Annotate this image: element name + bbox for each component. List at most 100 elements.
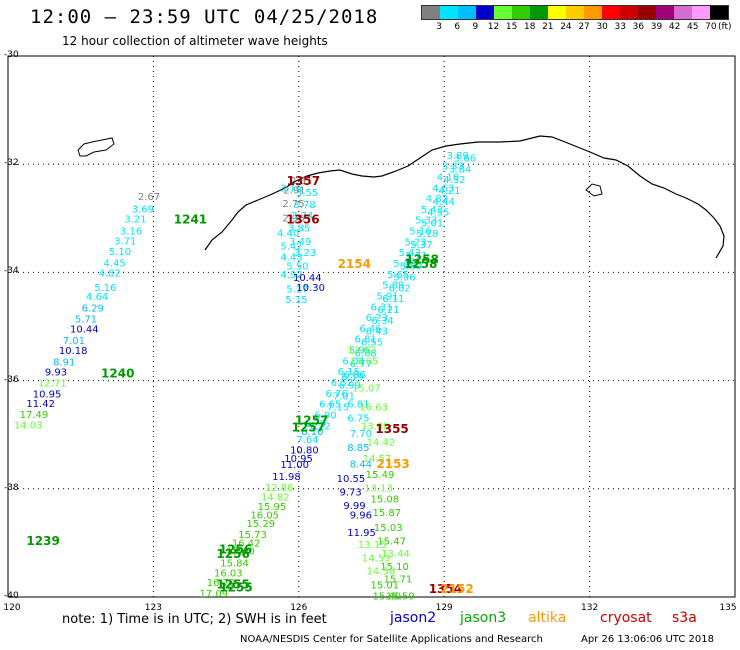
swh-value: 3.21	[124, 215, 146, 226]
swh-value: 6.31	[371, 302, 393, 313]
swh-value: 15.07	[352, 383, 381, 394]
swh-value: 15.47	[377, 537, 406, 548]
color-scale-tick: 24	[560, 22, 572, 32]
longitude-label: 132	[581, 603, 599, 613]
swh-value: 15.73	[238, 530, 267, 541]
latitude-label: -36	[4, 374, 19, 385]
swh-value: 5.42	[280, 242, 302, 253]
swh-value: 2.81	[290, 176, 312, 187]
swh-value: 10.44	[70, 324, 99, 335]
longitude-label: 120	[3, 603, 21, 613]
swh-value: 4.82	[426, 194, 448, 205]
swh-value: 6.55	[361, 337, 383, 348]
swh-value: 4.21	[438, 186, 460, 197]
swh-value: 10.95	[33, 389, 62, 400]
swh-value: 13.13	[364, 484, 393, 495]
swh-value: 4.44	[433, 197, 455, 208]
swh-value: 13.44	[381, 549, 410, 560]
swh-value: 4.43	[280, 252, 302, 263]
swh-value: 9.93	[45, 368, 67, 379]
swh-value: 2.91	[283, 185, 305, 196]
swh-value: 16.03	[214, 568, 243, 579]
color-swatch	[656, 6, 674, 19]
swh-value: 6.46	[359, 324, 381, 335]
swh-value: 8.91	[53, 357, 75, 368]
swh-value: 17.09	[199, 589, 228, 600]
longitude-label: 123	[144, 603, 162, 613]
swh-value: 14.53	[362, 553, 391, 564]
color-swatch	[584, 6, 602, 19]
swh-value: 6.52	[331, 378, 353, 389]
swh-value: 14.42	[367, 438, 396, 449]
swh-value: 6.77	[350, 359, 372, 370]
swh-value: 5.96	[393, 273, 415, 284]
swh-value: 3.66	[454, 153, 476, 164]
swh-value: 6.19	[341, 373, 363, 384]
latitude-label: -38	[4, 482, 19, 493]
longitude-label: 135	[719, 603, 737, 613]
swh-value: 9.99	[343, 501, 365, 512]
swh-value: 4.32	[443, 175, 465, 186]
swh-value: 3.16	[280, 183, 302, 194]
swh-value: 8.10	[301, 427, 323, 438]
pass-time-label: 1241	[174, 213, 207, 227]
pass-time-label: 1239	[26, 534, 59, 548]
swh-value: 5.71	[405, 251, 427, 262]
swh-value: 16.42	[232, 539, 261, 550]
swh-value: 6.81	[347, 400, 369, 411]
color-scale-tick: 3	[436, 22, 442, 32]
swh-value: 4.82	[99, 269, 121, 280]
swh-value: 6.81	[355, 335, 377, 346]
color-scale-tick: 39	[650, 22, 663, 32]
pass-time-label: 1257	[292, 420, 325, 434]
pass-time-label: 1258	[405, 253, 438, 267]
swh-value: 15.10	[380, 562, 409, 573]
legend-jason3: jason3	[460, 610, 507, 626]
australia-coastline	[204, 135, 725, 259]
swh-value: 2.67	[138, 192, 160, 203]
swh-value: 3.74	[291, 211, 313, 222]
swh-value: 2.96	[282, 214, 304, 225]
swh-value: 17.49	[20, 410, 49, 421]
swh-value: 10.80	[290, 446, 319, 457]
swh-value: 3.78	[293, 200, 315, 211]
swh-value: 5.33	[415, 216, 437, 227]
swh-value: 7.64	[296, 435, 318, 446]
swh-value: 8.85	[347, 443, 369, 454]
swh-value: 15.60	[226, 546, 255, 557]
color-scale-tick: 9	[472, 22, 479, 32]
credit-text: NOAA/NESDIS Center for Satellite Applica…	[240, 634, 543, 645]
color-swatch	[566, 6, 584, 19]
color-scale-unit: (ft)	[718, 22, 732, 32]
longitude-label: 129	[435, 603, 453, 613]
color-scale-tick: 36	[632, 22, 645, 32]
color-scale-tick: 33	[614, 22, 627, 32]
swh-value: 13.62	[347, 346, 376, 357]
swh-value: 11.42	[26, 399, 55, 410]
legend-cryosat: cryosat	[600, 610, 652, 626]
swh-value: 12.86	[265, 483, 294, 494]
pass-time-label: 1255	[219, 581, 252, 595]
pass-time-label: 2154	[338, 257, 371, 271]
pass-time-label: 1256	[219, 543, 252, 557]
swh-value: 7.70	[350, 429, 372, 440]
pass-time-label: 1354	[429, 582, 462, 596]
color-scale-tick: 45	[687, 22, 699, 32]
island-outline	[585, 183, 603, 197]
swh-value: 3.33	[442, 162, 464, 173]
island-outline	[77, 137, 115, 157]
swh-value: 6.34	[372, 316, 394, 327]
latitude-label: -34	[4, 266, 19, 277]
legend-s3a: s3a	[672, 610, 697, 626]
color-scale-tick: 12	[487, 22, 500, 32]
swh-value: 8.44	[350, 460, 372, 471]
swh-value: 3.71	[114, 236, 136, 247]
legend-jason2: jason2	[390, 610, 437, 626]
swh-value: 15.87	[372, 508, 401, 519]
swh-value: 5.16	[94, 283, 116, 294]
pass-time-label: 1255	[216, 577, 249, 591]
swh-value: 16.70	[207, 578, 236, 589]
